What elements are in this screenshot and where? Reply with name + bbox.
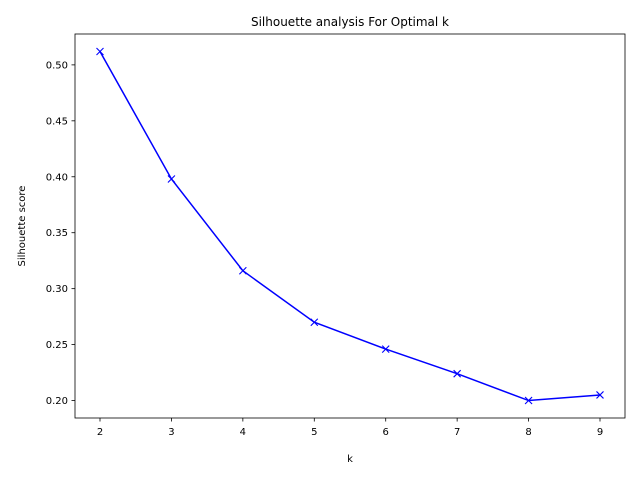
- chart-title: Silhouette analysis For Optimal k: [251, 15, 449, 29]
- y-tick-label: 0.30: [46, 284, 68, 295]
- x-tick-label: 8: [525, 427, 531, 438]
- x-axis-label: k: [347, 454, 353, 465]
- y-tick-label: 0.40: [46, 172, 68, 183]
- x-tick-label: 9: [597, 427, 603, 438]
- y-tick-label: 0.20: [46, 396, 68, 407]
- x-axis: 2 3 4 5 6 7 8 9: [97, 418, 603, 438]
- data-point-marker: [310, 318, 319, 327]
- y-tick-label: 0.25: [46, 340, 68, 351]
- x-tick-label: 7: [454, 427, 460, 438]
- plot-area: [74, 33, 626, 419]
- series-line: [99, 51, 601, 402]
- series-group: [96, 47, 604, 405]
- x-tick-label: 2: [97, 427, 103, 438]
- y-tick-label: 0.45: [46, 116, 68, 127]
- data-point-marker: [381, 345, 390, 353]
- data-point-marker: [96, 47, 104, 56]
- data-point-marker: [167, 175, 176, 183]
- y-tick-label: 0.35: [46, 228, 68, 239]
- data-point-marker: [524, 396, 533, 405]
- y-tick-label: 0.50: [46, 60, 68, 71]
- data-point-marker: [453, 369, 462, 378]
- y-axis-label: Silhouette score: [17, 186, 28, 267]
- x-tick-label: 4: [240, 427, 246, 438]
- data-point-marker: [596, 391, 604, 399]
- x-tick-label: 3: [168, 427, 174, 438]
- x-tick-label: 6: [383, 427, 389, 438]
- x-tick-label: 5: [311, 427, 317, 438]
- y-axis: 0.20 0.25 0.30 0.35 0.40 0.45 0.50: [46, 60, 75, 407]
- data-point-marker: [238, 266, 247, 275]
